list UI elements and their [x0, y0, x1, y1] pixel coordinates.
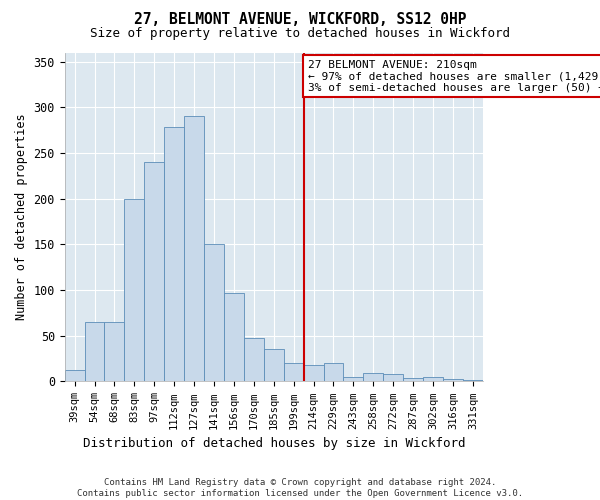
- Bar: [443, 378, 463, 382]
- Bar: [323, 363, 343, 382]
- Y-axis label: Number of detached properties: Number of detached properties: [15, 114, 28, 320]
- Text: 27, BELMONT AVENUE, WICKFORD, SS12 0HP: 27, BELMONT AVENUE, WICKFORD, SS12 0HP: [134, 12, 466, 28]
- Bar: [85, 322, 104, 382]
- Bar: [463, 380, 483, 382]
- Bar: [403, 378, 423, 382]
- Bar: [184, 116, 204, 382]
- Bar: [264, 350, 284, 382]
- Text: Contains HM Land Registry data © Crown copyright and database right 2024.
Contai: Contains HM Land Registry data © Crown c…: [77, 478, 523, 498]
- Bar: [104, 322, 124, 382]
- Bar: [284, 363, 304, 382]
- Bar: [244, 338, 264, 382]
- Bar: [383, 374, 403, 382]
- Text: 27 BELMONT AVENUE: 210sqm
← 97% of detached houses are smaller (1,429)
3% of sem: 27 BELMONT AVENUE: 210sqm ← 97% of detac…: [308, 60, 600, 93]
- Bar: [224, 293, 244, 382]
- X-axis label: Distribution of detached houses by size in Wickford: Distribution of detached houses by size …: [83, 437, 465, 450]
- Bar: [145, 162, 164, 382]
- Bar: [164, 128, 184, 382]
- Bar: [364, 373, 383, 382]
- Bar: [124, 198, 145, 382]
- Bar: [65, 370, 85, 382]
- Bar: [204, 244, 224, 382]
- Text: Size of property relative to detached houses in Wickford: Size of property relative to detached ho…: [90, 28, 510, 40]
- Bar: [304, 365, 323, 382]
- Bar: [423, 377, 443, 382]
- Bar: [343, 377, 364, 382]
